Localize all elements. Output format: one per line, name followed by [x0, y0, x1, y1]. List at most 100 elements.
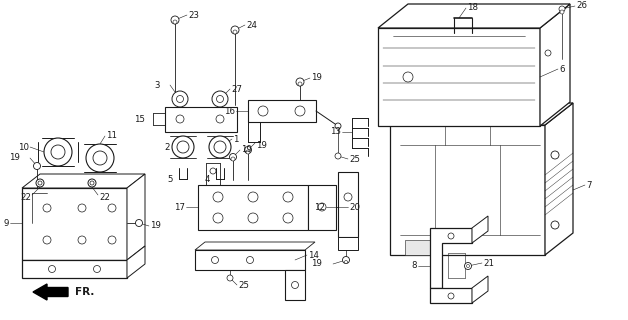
Circle shape	[318, 203, 326, 211]
Circle shape	[298, 82, 302, 86]
Circle shape	[43, 204, 51, 212]
Circle shape	[38, 181, 42, 185]
Polygon shape	[378, 28, 540, 126]
Circle shape	[344, 193, 352, 201]
Circle shape	[246, 150, 250, 154]
Circle shape	[216, 115, 224, 123]
Text: 9: 9	[4, 219, 9, 228]
Polygon shape	[390, 103, 573, 125]
Text: 27: 27	[231, 84, 242, 93]
Circle shape	[214, 141, 226, 153]
Polygon shape	[22, 174, 145, 188]
Text: FR.: FR.	[75, 287, 94, 297]
Circle shape	[94, 266, 100, 273]
Text: 14: 14	[308, 251, 319, 260]
Circle shape	[36, 179, 44, 187]
Text: 6: 6	[559, 65, 565, 74]
Text: 19: 19	[311, 74, 322, 83]
Text: 19: 19	[9, 154, 20, 163]
Polygon shape	[248, 100, 316, 122]
Circle shape	[247, 257, 254, 263]
Text: 3: 3	[154, 81, 160, 90]
Polygon shape	[378, 4, 570, 28]
Circle shape	[212, 91, 228, 107]
Circle shape	[283, 213, 293, 223]
Text: 16: 16	[224, 107, 235, 116]
Circle shape	[258, 106, 268, 116]
Text: 10: 10	[18, 142, 29, 151]
Circle shape	[108, 236, 116, 244]
Text: 24: 24	[246, 20, 257, 29]
Circle shape	[88, 179, 96, 187]
Text: 7: 7	[586, 180, 592, 189]
Polygon shape	[127, 246, 145, 278]
Circle shape	[171, 16, 179, 24]
Circle shape	[48, 266, 55, 273]
Circle shape	[136, 220, 143, 227]
Circle shape	[213, 192, 223, 202]
Text: 17: 17	[174, 203, 185, 212]
Circle shape	[467, 265, 470, 268]
Circle shape	[213, 213, 223, 223]
Circle shape	[342, 257, 350, 263]
Circle shape	[295, 106, 305, 116]
Polygon shape	[308, 185, 336, 230]
Circle shape	[176, 95, 183, 102]
Polygon shape	[22, 188, 127, 260]
Circle shape	[551, 151, 559, 159]
Circle shape	[86, 144, 114, 172]
Circle shape	[176, 115, 184, 123]
Text: 8: 8	[411, 261, 417, 270]
Text: 19: 19	[241, 146, 252, 155]
Circle shape	[173, 20, 177, 24]
Circle shape	[177, 141, 189, 153]
Text: 11: 11	[106, 132, 117, 140]
Circle shape	[560, 10, 564, 14]
Circle shape	[108, 204, 116, 212]
Circle shape	[465, 262, 472, 269]
Circle shape	[78, 236, 86, 244]
Text: 5: 5	[168, 174, 173, 183]
Circle shape	[227, 275, 233, 281]
Text: 21: 21	[483, 259, 494, 268]
Polygon shape	[165, 107, 237, 132]
Circle shape	[345, 260, 347, 263]
Circle shape	[296, 78, 304, 86]
Polygon shape	[472, 216, 488, 243]
Circle shape	[291, 282, 298, 289]
Circle shape	[33, 163, 40, 170]
Circle shape	[78, 204, 86, 212]
Polygon shape	[472, 276, 488, 303]
Circle shape	[172, 91, 188, 107]
Circle shape	[172, 136, 194, 158]
Circle shape	[448, 293, 454, 299]
Circle shape	[244, 147, 251, 154]
Circle shape	[545, 50, 551, 56]
Circle shape	[559, 6, 565, 12]
Circle shape	[283, 192, 293, 202]
Circle shape	[217, 95, 224, 102]
Circle shape	[229, 154, 237, 161]
Polygon shape	[127, 174, 145, 260]
Text: 19: 19	[150, 221, 161, 230]
Text: 12: 12	[314, 203, 325, 212]
Circle shape	[551, 221, 559, 229]
Circle shape	[403, 72, 413, 82]
Circle shape	[210, 168, 216, 174]
Text: 15: 15	[134, 115, 145, 124]
Circle shape	[248, 192, 258, 202]
Circle shape	[448, 233, 454, 239]
Text: 25: 25	[238, 281, 249, 290]
Circle shape	[209, 136, 231, 158]
Circle shape	[233, 30, 237, 34]
Polygon shape	[22, 260, 127, 278]
Text: 18: 18	[467, 4, 478, 12]
Polygon shape	[198, 185, 308, 230]
Circle shape	[44, 138, 72, 166]
Circle shape	[248, 213, 258, 223]
Text: 13: 13	[330, 127, 341, 137]
Circle shape	[335, 123, 341, 129]
Text: 2: 2	[165, 142, 170, 151]
Circle shape	[43, 236, 51, 244]
FancyArrow shape	[33, 284, 68, 300]
